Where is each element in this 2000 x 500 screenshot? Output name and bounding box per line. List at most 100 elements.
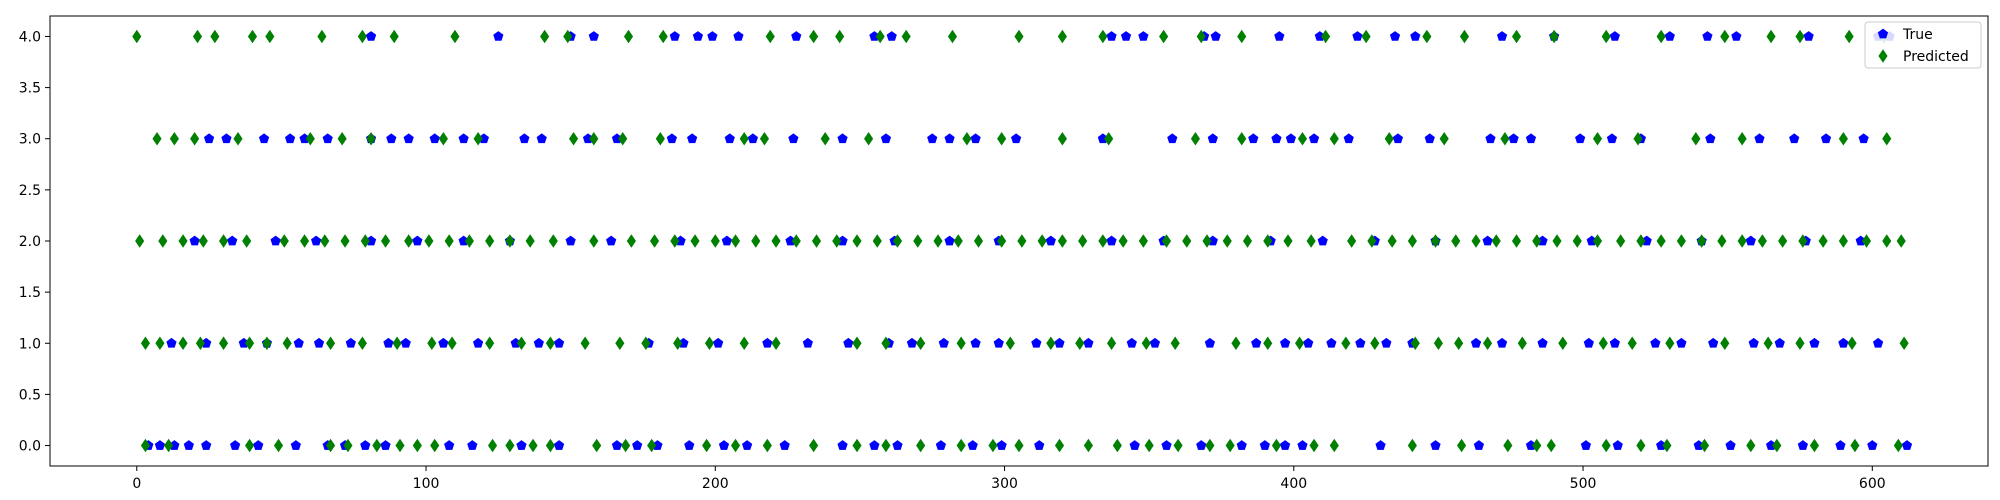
true-point <box>1867 440 1878 450</box>
true-point <box>880 133 892 144</box>
predicted-point <box>1532 234 1542 248</box>
predicted-point <box>242 234 252 248</box>
predicted-point <box>1552 234 1562 248</box>
predicted-point <box>140 336 151 351</box>
predicted-point <box>1818 234 1828 248</box>
predicted-point <box>956 336 966 351</box>
true-point <box>733 31 744 41</box>
true-point <box>869 440 880 450</box>
true-point <box>201 440 212 450</box>
predicted-point <box>1430 234 1441 248</box>
predicted-point <box>673 336 683 351</box>
predicted-point <box>282 336 292 351</box>
predicted-point <box>1054 438 1065 453</box>
predicted-point <box>1407 234 1417 248</box>
predicted-point <box>1636 438 1646 453</box>
predicted-point <box>1699 438 1710 453</box>
true-point <box>1251 337 1262 348</box>
true-point <box>1612 440 1623 450</box>
true-point <box>1731 31 1742 41</box>
predicted-point <box>852 438 862 453</box>
predicted-point <box>1367 234 1377 248</box>
predicted-point <box>1896 234 1906 248</box>
predicted-point <box>1691 131 1701 146</box>
predicted-point <box>623 29 634 44</box>
true-point <box>1858 133 1869 144</box>
predicted-point <box>875 29 885 44</box>
predicted-point <box>438 131 448 146</box>
predicted-point <box>337 131 347 146</box>
true-point <box>837 133 848 144</box>
true-point <box>632 440 643 450</box>
predicted-point <box>852 234 862 248</box>
predicted-point <box>913 234 923 248</box>
true-point <box>1054 337 1065 348</box>
predicted-point <box>820 131 830 146</box>
predicted-point <box>1592 234 1603 248</box>
predicted-point <box>404 234 414 248</box>
predicted-point <box>1838 131 1848 146</box>
predicted-point <box>1104 131 1114 146</box>
true-point <box>438 337 449 348</box>
true-point <box>313 337 325 348</box>
predicted-point <box>1347 234 1357 248</box>
true-point <box>322 133 333 144</box>
x-tick-label: 500 <box>1570 476 1597 492</box>
true-point <box>1317 235 1328 246</box>
predicted-point <box>265 29 275 44</box>
predicted-point <box>1809 438 1820 453</box>
true-point <box>1803 31 1814 41</box>
predicted-point <box>1005 336 1015 351</box>
predicted-point <box>730 234 741 248</box>
true-point <box>666 133 678 144</box>
predicted-point <box>872 234 882 248</box>
predicted-point <box>505 234 515 248</box>
predicted-point <box>245 438 255 453</box>
predicted-point <box>343 438 353 453</box>
true-point <box>1138 31 1149 41</box>
predicted-point <box>447 336 457 351</box>
true-point <box>365 31 377 41</box>
true-point <box>1355 337 1366 348</box>
predicted-point <box>881 438 891 453</box>
predicted-point <box>1838 234 1848 248</box>
true-point <box>1525 133 1537 144</box>
true-point <box>1126 337 1137 348</box>
predicted-point <box>947 29 958 44</box>
predicted-point <box>245 336 255 351</box>
predicted-point <box>1309 438 1319 453</box>
predicted-point <box>305 131 315 146</box>
true-point <box>1352 31 1363 41</box>
true-point <box>166 337 177 348</box>
predicted-point <box>771 234 781 248</box>
predicted-point <box>389 29 399 44</box>
series-predicted <box>132 29 1909 453</box>
predicted-point <box>1720 336 1730 351</box>
true-point <box>519 133 530 144</box>
predicted-point <box>953 234 963 248</box>
predicted-point <box>1572 234 1582 248</box>
predicted-point <box>1075 336 1085 351</box>
predicted-point <box>1014 29 1024 44</box>
legend-marker-true <box>1877 28 1889 39</box>
predicted-point <box>1046 336 1056 351</box>
true-point <box>1326 337 1337 348</box>
predicted-point <box>1037 234 1047 248</box>
predicted-point <box>765 29 775 44</box>
true-point <box>1031 337 1042 348</box>
predicted-point <box>299 234 310 248</box>
predicted-point <box>809 29 819 44</box>
predicted-point <box>505 438 515 453</box>
predicted-point <box>326 438 336 453</box>
true-point <box>293 337 304 348</box>
predicted-point <box>1697 234 1707 248</box>
predicted-point <box>1078 234 1088 248</box>
predicted-point <box>811 234 822 248</box>
predicted-point <box>1205 438 1215 453</box>
true-point <box>1248 133 1259 144</box>
predicted-point <box>1893 438 1903 453</box>
true-point <box>1430 440 1441 450</box>
y-tick-label: 3.5 <box>19 81 41 97</box>
predicted-point <box>997 131 1007 146</box>
predicted-point <box>450 29 460 44</box>
